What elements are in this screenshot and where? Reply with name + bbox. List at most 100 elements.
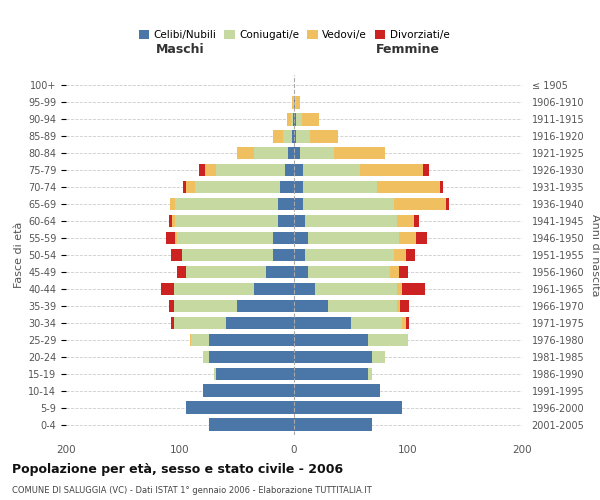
Bar: [294, 96, 295, 108]
Bar: [290, 113, 293, 126]
Bar: [294, 232, 308, 244]
Bar: [334, 146, 385, 160]
Bar: [296, 130, 310, 142]
Bar: [217, 368, 294, 380]
Text: Maschi: Maschi: [155, 44, 205, 57]
Bar: [294, 146, 300, 160]
Bar: [403, 316, 406, 330]
Bar: [209, 334, 294, 346]
Bar: [328, 300, 397, 312]
Bar: [280, 180, 294, 194]
Bar: [406, 248, 415, 262]
Bar: [293, 113, 294, 126]
Legend: Celibi/Nubili, Coniugati/e, Vedovi/e, Divorziati/e: Celibi/Nubili, Coniugati/e, Vedovi/e, Di…: [134, 26, 454, 44]
Bar: [174, 316, 226, 330]
Bar: [305, 214, 397, 228]
Bar: [203, 350, 209, 364]
Bar: [416, 232, 427, 244]
Bar: [175, 232, 176, 244]
Bar: [294, 214, 305, 228]
Bar: [295, 96, 296, 108]
Bar: [214, 368, 217, 380]
Bar: [302, 113, 319, 126]
Bar: [294, 180, 303, 194]
Bar: [296, 96, 300, 108]
Bar: [446, 198, 449, 210]
Bar: [308, 266, 390, 278]
Bar: [294, 300, 328, 312]
Bar: [294, 130, 296, 142]
Bar: [292, 130, 294, 142]
Bar: [423, 164, 428, 176]
Bar: [397, 300, 400, 312]
Bar: [191, 334, 209, 346]
Bar: [305, 248, 394, 262]
Bar: [175, 198, 278, 210]
Text: Femmine: Femmine: [376, 44, 440, 57]
Bar: [283, 130, 292, 142]
Bar: [209, 350, 294, 364]
Bar: [161, 282, 174, 296]
Y-axis label: Fasce di età: Fasce di età: [14, 222, 24, 288]
Text: Popolazione per età, sesso e stato civile - 2006: Popolazione per età, sesso e stato civil…: [12, 462, 343, 475]
Bar: [368, 368, 371, 380]
Bar: [351, 316, 403, 330]
Bar: [186, 266, 265, 278]
Bar: [310, 130, 338, 142]
Bar: [294, 418, 371, 431]
Bar: [237, 146, 254, 160]
Bar: [169, 214, 172, 228]
Bar: [174, 300, 237, 312]
Bar: [217, 164, 285, 176]
Bar: [274, 130, 283, 142]
Bar: [278, 214, 294, 228]
Bar: [199, 164, 205, 176]
Bar: [166, 232, 175, 244]
Bar: [406, 316, 409, 330]
Bar: [294, 282, 314, 296]
Bar: [403, 282, 425, 296]
Bar: [414, 214, 419, 228]
Bar: [368, 334, 408, 346]
Y-axis label: Anni di nascita: Anni di nascita: [590, 214, 600, 296]
Bar: [360, 164, 423, 176]
Bar: [289, 146, 294, 160]
Bar: [171, 316, 174, 330]
Bar: [294, 402, 403, 414]
Bar: [397, 282, 403, 296]
Bar: [377, 180, 440, 194]
Bar: [265, 266, 294, 278]
Bar: [303, 164, 360, 176]
Bar: [203, 384, 294, 397]
Bar: [294, 368, 368, 380]
Bar: [300, 146, 334, 160]
Bar: [226, 316, 294, 330]
Bar: [294, 113, 296, 126]
Bar: [303, 198, 394, 210]
Bar: [190, 334, 191, 346]
Bar: [237, 300, 294, 312]
Bar: [170, 198, 175, 210]
Bar: [308, 232, 399, 244]
Bar: [274, 232, 294, 244]
Bar: [294, 316, 351, 330]
Bar: [254, 146, 289, 160]
Bar: [294, 350, 371, 364]
Bar: [285, 164, 294, 176]
Bar: [278, 198, 294, 210]
Bar: [371, 350, 385, 364]
Bar: [205, 164, 217, 176]
Bar: [399, 266, 408, 278]
Bar: [172, 214, 175, 228]
Bar: [182, 248, 274, 262]
Bar: [294, 248, 305, 262]
Bar: [294, 384, 380, 397]
Bar: [400, 300, 409, 312]
Bar: [294, 266, 308, 278]
Bar: [294, 164, 303, 176]
Bar: [294, 334, 368, 346]
Bar: [254, 282, 294, 296]
Bar: [390, 266, 399, 278]
Bar: [287, 113, 290, 126]
Bar: [176, 266, 186, 278]
